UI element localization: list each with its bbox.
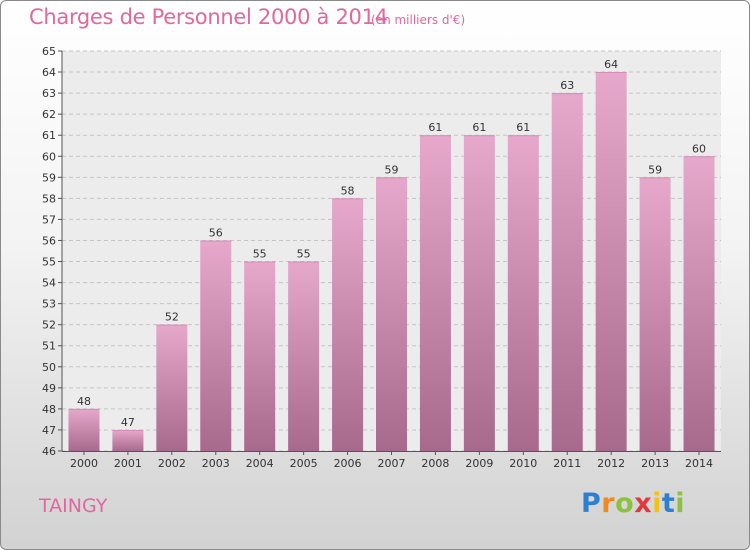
chart-subtitle: (en milliers d'€): [371, 13, 466, 27]
logo-letter: o: [615, 488, 635, 519]
y-tick-label: 60: [42, 150, 56, 163]
bar-value-label: 59: [648, 163, 662, 176]
x-tick-label: 2004: [246, 457, 274, 470]
x-tick-label: 2002: [158, 457, 186, 470]
bar: [463, 135, 495, 452]
logo-letter: i: [652, 488, 662, 519]
x-tick-label: 2005: [290, 457, 318, 470]
x-tick-label: 2012: [597, 457, 625, 470]
logo-letter: P: [581, 488, 602, 519]
bar: [68, 408, 100, 451]
y-tick-label: 49: [42, 382, 56, 395]
bar: [507, 135, 539, 452]
bar-value-label: 56: [209, 226, 223, 239]
y-tick-label: 48: [42, 403, 56, 416]
bar-value-label: 61: [428, 121, 442, 134]
bar-value-label: 59: [385, 163, 399, 176]
bar: [595, 72, 627, 451]
x-tick-label: 2007: [378, 457, 406, 470]
bar-value-label: 58: [341, 184, 355, 197]
bar-value-label: 55: [253, 248, 267, 261]
y-tick-label: 59: [42, 171, 56, 184]
bar-value-label: 61: [472, 121, 486, 134]
bar: [156, 324, 188, 451]
y-tick-label: 58: [42, 192, 56, 205]
y-tick-label: 55: [42, 256, 56, 269]
y-tick-label: 63: [42, 87, 56, 100]
y-tick-label: 61: [42, 129, 56, 142]
bar-value-label: 60: [692, 142, 706, 155]
x-tick-label: 2013: [641, 457, 669, 470]
bar-value-label: 61: [516, 121, 530, 134]
bar: [639, 177, 671, 451]
bar-value-label: 48: [77, 395, 91, 408]
bar-value-label: 52: [165, 311, 179, 324]
y-tick-label: 52: [42, 319, 56, 332]
plot-area: 46 47 48 49 50 51 52 53 54 55 56 57 58 59 60 61 62 63 64 65…: [42, 45, 721, 470]
x-tick-label: 2000: [70, 457, 98, 470]
bar: [376, 177, 407, 451]
bar: [112, 429, 144, 451]
y-tick-label: 65: [42, 45, 56, 58]
chart-title: Charges de Personnel 2000 à 2014: [29, 5, 388, 29]
x-tick-label: 2009: [465, 457, 493, 470]
x-tick-label: 2001: [114, 457, 142, 470]
bar: [200, 240, 232, 451]
y-tick-label: 46: [42, 445, 56, 458]
y-tick-label: 50: [42, 361, 56, 374]
y-tick-label: 64: [42, 66, 56, 79]
y-tick-label: 53: [42, 298, 56, 311]
logo-letter: t: [661, 488, 676, 519]
bar-value-label: 55: [297, 248, 311, 261]
y-tick-label: 51: [42, 340, 56, 353]
bar: [683, 156, 715, 451]
x-tick-label: 2006: [334, 457, 362, 470]
bar: [551, 93, 583, 452]
x-tick-label: 2008: [421, 457, 449, 470]
bar-value-label: 64: [604, 58, 618, 71]
x-tick-label: 2011: [553, 457, 581, 470]
commune-name: TAINGY: [39, 495, 108, 517]
proxiti-logo[interactable]: Proxiti: [581, 488, 685, 519]
logo-letter: i: [675, 488, 686, 519]
logo-letter: x: [634, 488, 653, 519]
x-tick-label: 2003: [202, 457, 230, 470]
bar: [332, 198, 364, 451]
bar: [419, 135, 451, 452]
bar: [288, 261, 320, 451]
bar-value-label: 47: [121, 416, 135, 429]
y-tick-label: 62: [42, 108, 56, 121]
x-tick-label: 2014: [685, 457, 713, 470]
y-tick-label: 54: [42, 277, 56, 290]
y-tick-label: 57: [42, 213, 56, 226]
bar: [244, 261, 276, 451]
x-tick-label: 2010: [509, 457, 537, 470]
logo-letter: r: [601, 488, 616, 519]
y-tick-label: 56: [42, 234, 56, 247]
y-tick-label: 47: [42, 424, 56, 437]
bar-value-label: 63: [560, 79, 574, 92]
